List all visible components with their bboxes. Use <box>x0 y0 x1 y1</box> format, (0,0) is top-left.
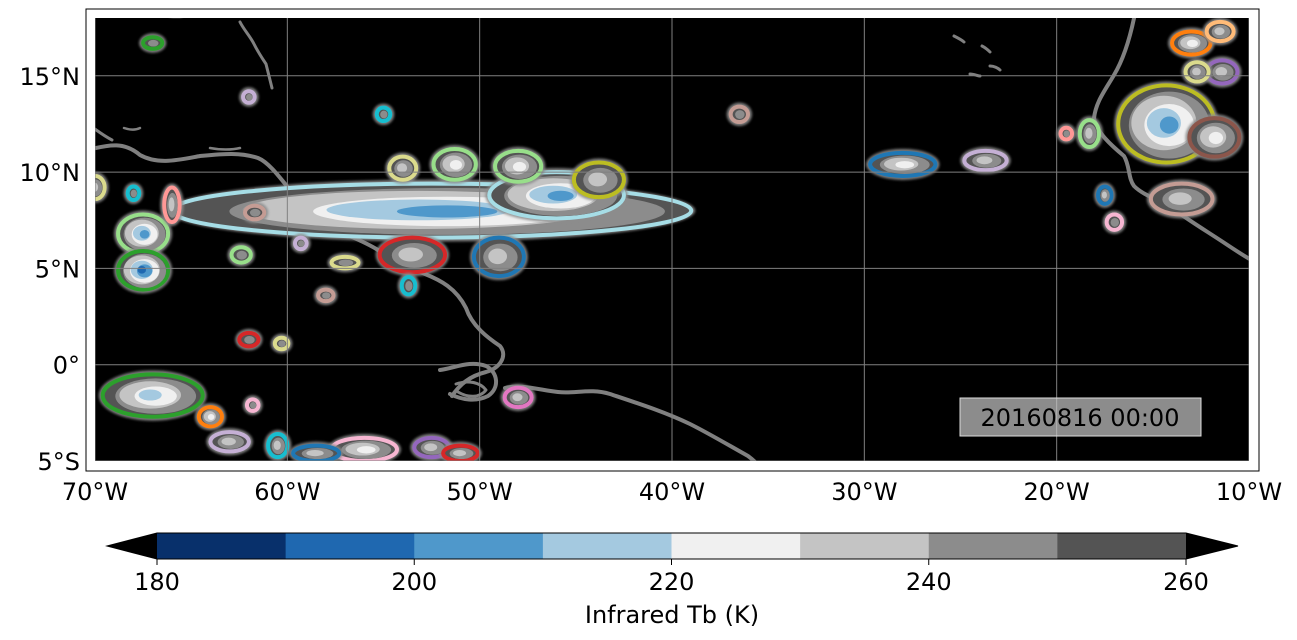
longitude-tick-labels: 70°W 60°W 50°W 40°W 30°W 20°W 10°W <box>62 478 1282 506</box>
lon-tick-label-2: 50°W <box>447 478 513 506</box>
colorbar-tick-label-1: 200 <box>391 568 437 596</box>
cloud-system-11 <box>95 171 109 204</box>
colorbar-label: Infrared Tb (K) <box>585 601 759 629</box>
lon-tick-label-6: 10°W <box>1216 478 1282 506</box>
cloud-system-47 <box>1202 18 1238 46</box>
cloud-system-12 <box>98 370 207 421</box>
colorbar-tick-label-0: 180 <box>134 568 180 596</box>
lon-tick-label-0: 70°W <box>62 478 128 506</box>
cloud-system-10 <box>160 183 184 227</box>
cloud-system-17 <box>439 441 482 461</box>
cloud-system-37 <box>291 233 311 254</box>
colorbar-tick-label-2: 220 <box>649 568 695 596</box>
cloud-system-19 <box>960 146 1011 175</box>
cloud-system-15 <box>327 433 401 461</box>
timestamp-label: 20160816 00:00 <box>981 404 1180 432</box>
colorbar-tick-label-4: 260 <box>1163 568 1209 596</box>
cloud-system-43 <box>206 428 253 456</box>
cloud-system-21 <box>1185 114 1244 161</box>
lat-tick-label-4: 5°S <box>37 448 80 476</box>
cloud-system-28 <box>726 102 752 127</box>
colorbar-segment-5 <box>800 533 930 559</box>
cloud-system-6 <box>429 144 480 184</box>
cloud-system-38 <box>327 252 363 273</box>
cloud-system-14 <box>500 383 536 412</box>
cloud-system-13 <box>194 403 226 431</box>
colorbar-segment-0 <box>157 533 287 559</box>
cloud-system-41 <box>270 333 293 354</box>
colorbar-segment-4 <box>671 533 801 559</box>
lat-tick-label-2: 5°N <box>35 255 80 283</box>
colorbar-segment-7 <box>1057 533 1187 559</box>
cloud-system-22 <box>1168 27 1215 59</box>
cloud-system-35 <box>241 201 269 224</box>
cloud-system-18 <box>866 148 940 180</box>
lon-tick-label-1: 60°W <box>254 478 320 506</box>
cloud-contours <box>95 18 1244 461</box>
cloud-system-8 <box>114 210 173 257</box>
colorbar: 180 200 220 240 260 <box>105 532 1239 596</box>
cloud-system-45 <box>289 441 344 461</box>
cloud-system-39 <box>314 285 338 306</box>
cloud-system-32 <box>139 33 167 53</box>
cloud-system-26 <box>372 103 395 126</box>
cloud-system-4 <box>469 233 528 281</box>
cloud-system-34 <box>123 182 144 205</box>
cloud-system-23 <box>1202 56 1242 88</box>
timestamp-box: 20160816 00:00 <box>959 397 1202 437</box>
lon-tick-label-3: 40°W <box>639 478 705 506</box>
cloud-system-46 <box>1181 58 1213 86</box>
colorbar-segment-6 <box>928 533 1058 559</box>
gridlines <box>95 18 1249 461</box>
lon-tick-label-5: 20°W <box>1024 478 1090 506</box>
colorbar-tick-label-3: 240 <box>906 568 952 596</box>
latitude-tick-labels: 15°N 10°N 5°N 0° 5°S <box>20 63 81 476</box>
colorbar-segment-3 <box>542 533 672 559</box>
lat-tick-label-1: 10°N <box>20 159 81 187</box>
cloud-system-36 <box>227 243 255 267</box>
colorbar-extend-under <box>107 533 157 559</box>
cloud-system-27 <box>397 273 420 299</box>
lon-tick-label-4: 30°W <box>831 478 897 506</box>
cloud-system-3 <box>491 146 546 186</box>
cloud-system-42 <box>242 395 263 415</box>
lat-tick-label-3: 0° <box>53 352 80 380</box>
colorbar-extend-over <box>1186 533 1238 559</box>
cloud-system-5 <box>375 233 450 277</box>
cloud-system-40 <box>235 328 263 351</box>
colorbar-segment-1 <box>285 533 415 559</box>
cloud-system-25 <box>1075 116 1103 152</box>
cloud-system-9 <box>114 247 173 294</box>
cloud-system-24 <box>1146 179 1217 219</box>
cloud-system-29 <box>1094 182 1116 208</box>
colorbar-segment-2 <box>414 533 544 559</box>
cloud-system-2 <box>569 158 628 202</box>
lat-tick-label-0: 15°N <box>20 63 81 91</box>
cloud-system-31 <box>1056 123 1077 144</box>
cloud-system-30 <box>1102 210 1127 234</box>
cloud-system-33 <box>239 87 259 107</box>
cloud-system-7 <box>385 152 421 184</box>
